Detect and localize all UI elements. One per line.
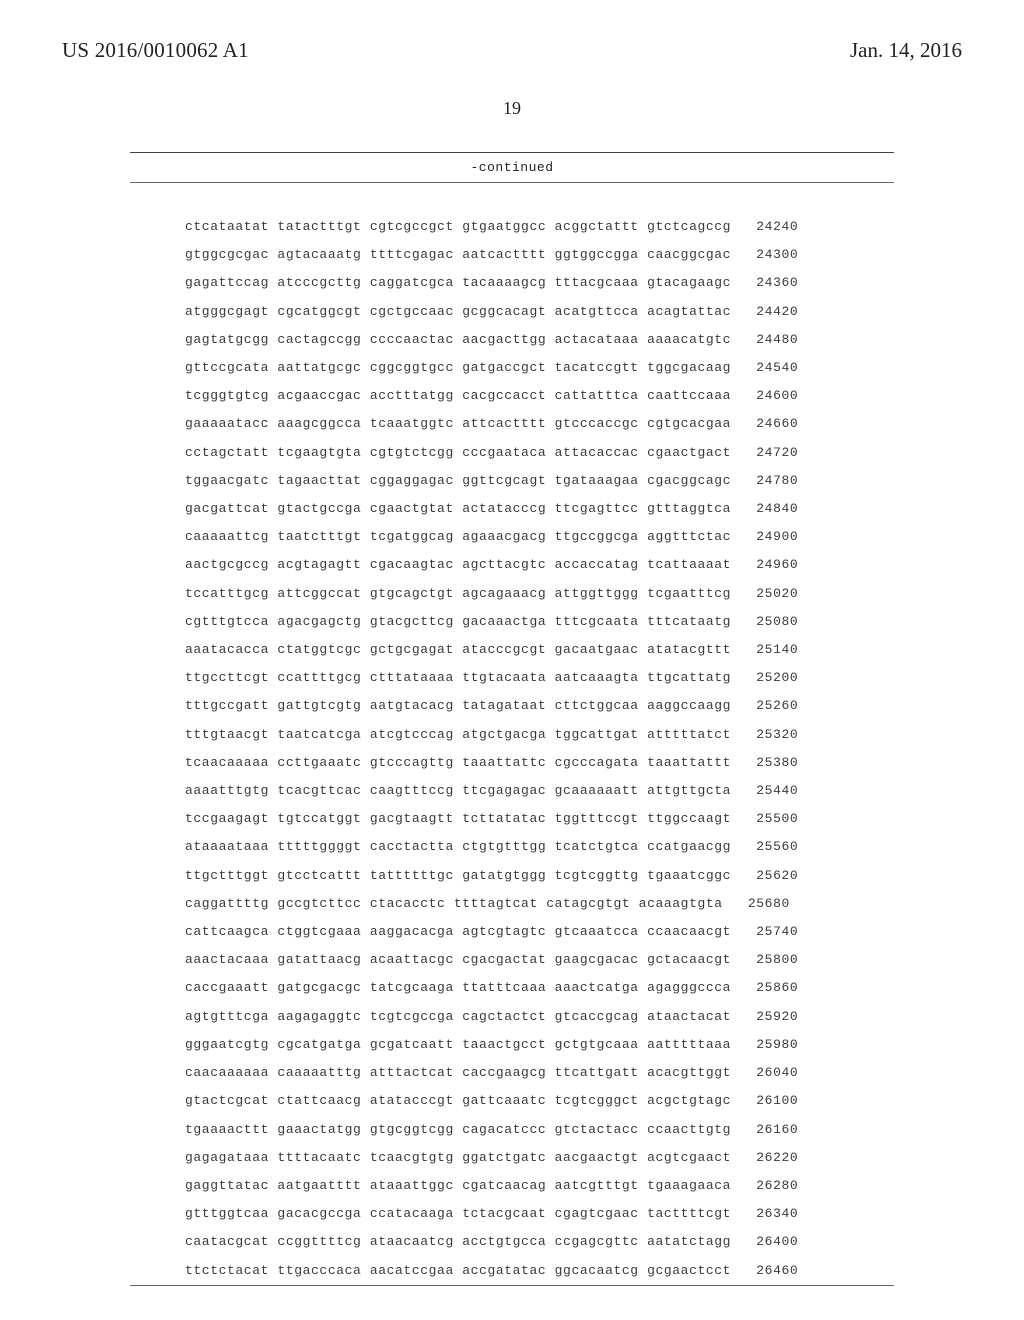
- page-number: 19: [0, 98, 1024, 119]
- horizontal-rule-mid: [130, 182, 894, 183]
- publication-date: Jan. 14, 2016: [850, 38, 962, 63]
- sequence-listing: ctcataatat tatactttgt cgtcgccgct gtgaatg…: [185, 213, 798, 1285]
- publication-number: US 2016/0010062 A1: [62, 38, 249, 63]
- horizontal-rule-bottom: [130, 1285, 894, 1286]
- continued-label: -continued: [0, 160, 1024, 175]
- horizontal-rule-top: [130, 152, 894, 153]
- patent-page: US 2016/0010062 A1 Jan. 14, 2016 19 -con…: [0, 0, 1024, 1320]
